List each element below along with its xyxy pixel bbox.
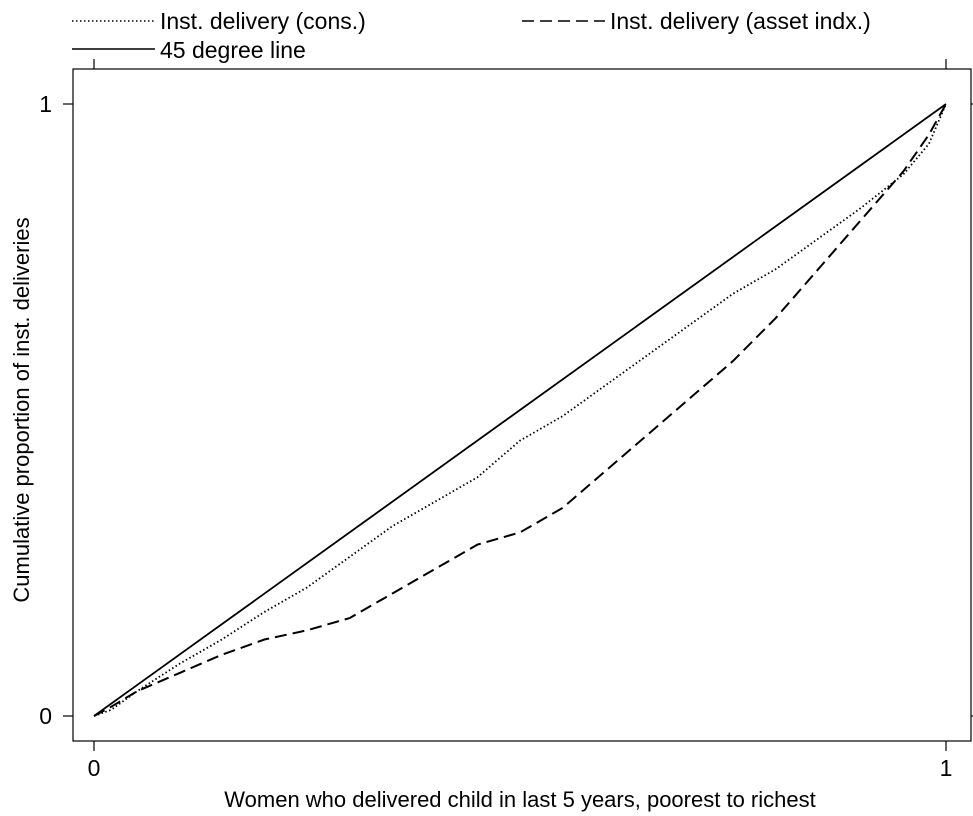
legend-label-cons: Inst. delivery (cons.) [160,8,366,34]
series-group [93,103,947,717]
x-tick-label-0: 0 [88,755,101,781]
tick-marks [63,59,973,751]
y-tick-label-0: 0 [39,703,52,729]
x-axis-label: Women who delivered child in last 5 year… [224,787,815,812]
series-line-45-degree [93,103,947,717]
legend: Inst. delivery (cons.) Inst. delivery (a… [72,8,871,63]
y-tick-label-1: 1 [39,91,52,117]
legend-label-asset: Inst. delivery (asset indx.) [610,8,871,34]
plot-frame [72,68,972,742]
legend-label-45deg: 45 degree line [160,37,306,63]
series-line-inst-delivery-cons [93,103,947,717]
y-axis-label: Cumulative proportion of inst. deliverie… [9,217,34,602]
series-line-inst-delivery-asset-indx [93,103,947,717]
x-tick-label-1: 1 [940,755,953,781]
